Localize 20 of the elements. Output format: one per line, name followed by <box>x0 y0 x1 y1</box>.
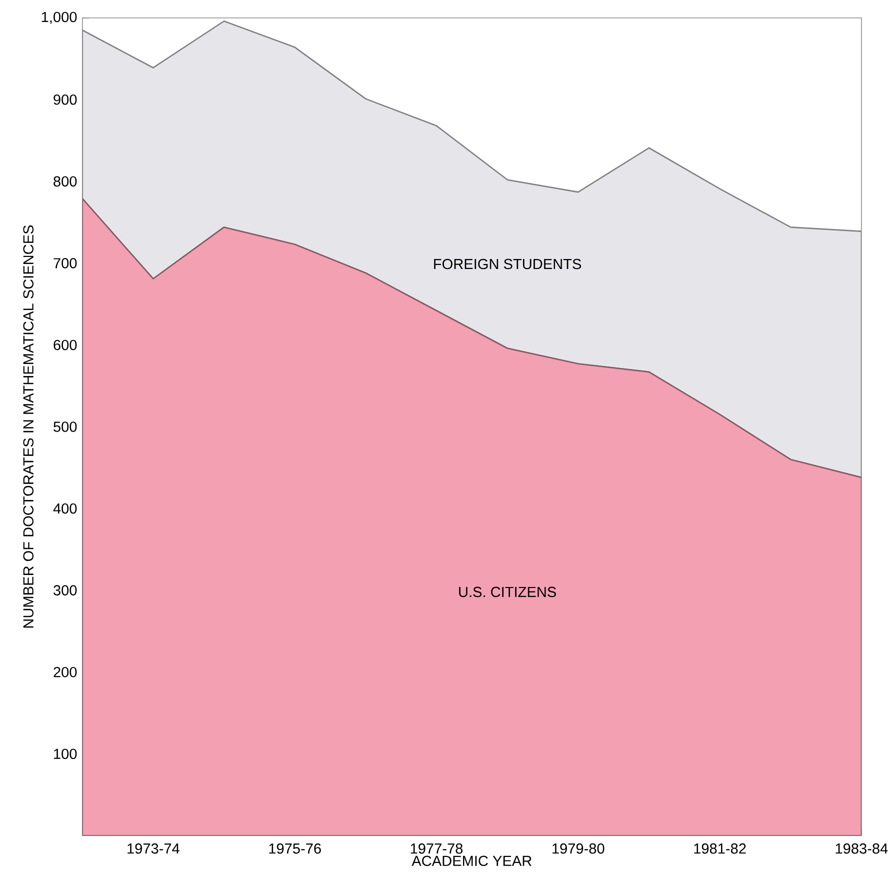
y-axis-title: NUMBER OF DOCTORATES IN MATHEMATICAL SCIENCES <box>23 225 34 628</box>
series-label: U.S. CITIZENS <box>459 586 556 597</box>
y-tick-label: 1,000 <box>42 12 77 24</box>
x-tick-label: 1983-84 <box>836 843 888 854</box>
y-tick-label: 100 <box>54 748 77 759</box>
y-tick-label: 200 <box>54 666 77 678</box>
y-tick-label: 400 <box>53 503 77 514</box>
x-tick-label: 1975-76 <box>269 843 321 854</box>
y-tick-label: 900 <box>54 94 77 105</box>
y-tick-label: 500 <box>54 421 77 432</box>
x-tick-label: 1981-82 <box>694 843 746 854</box>
y-tick-label: 700 <box>54 258 77 268</box>
x-tick-label: 1973-74 <box>128 843 180 854</box>
x-tick-label: 1979-80 <box>552 843 604 854</box>
y-tick-label: 300 <box>54 585 77 596</box>
x-tick-label: 1977-78 <box>410 843 463 854</box>
x-axis-title: ACADEMIC YEAR <box>412 856 532 866</box>
y-tick-label: 800 <box>54 176 77 186</box>
y-tick-label: 600 <box>54 340 77 350</box>
series-label: FOREIGN STUDENTS <box>434 258 582 270</box>
